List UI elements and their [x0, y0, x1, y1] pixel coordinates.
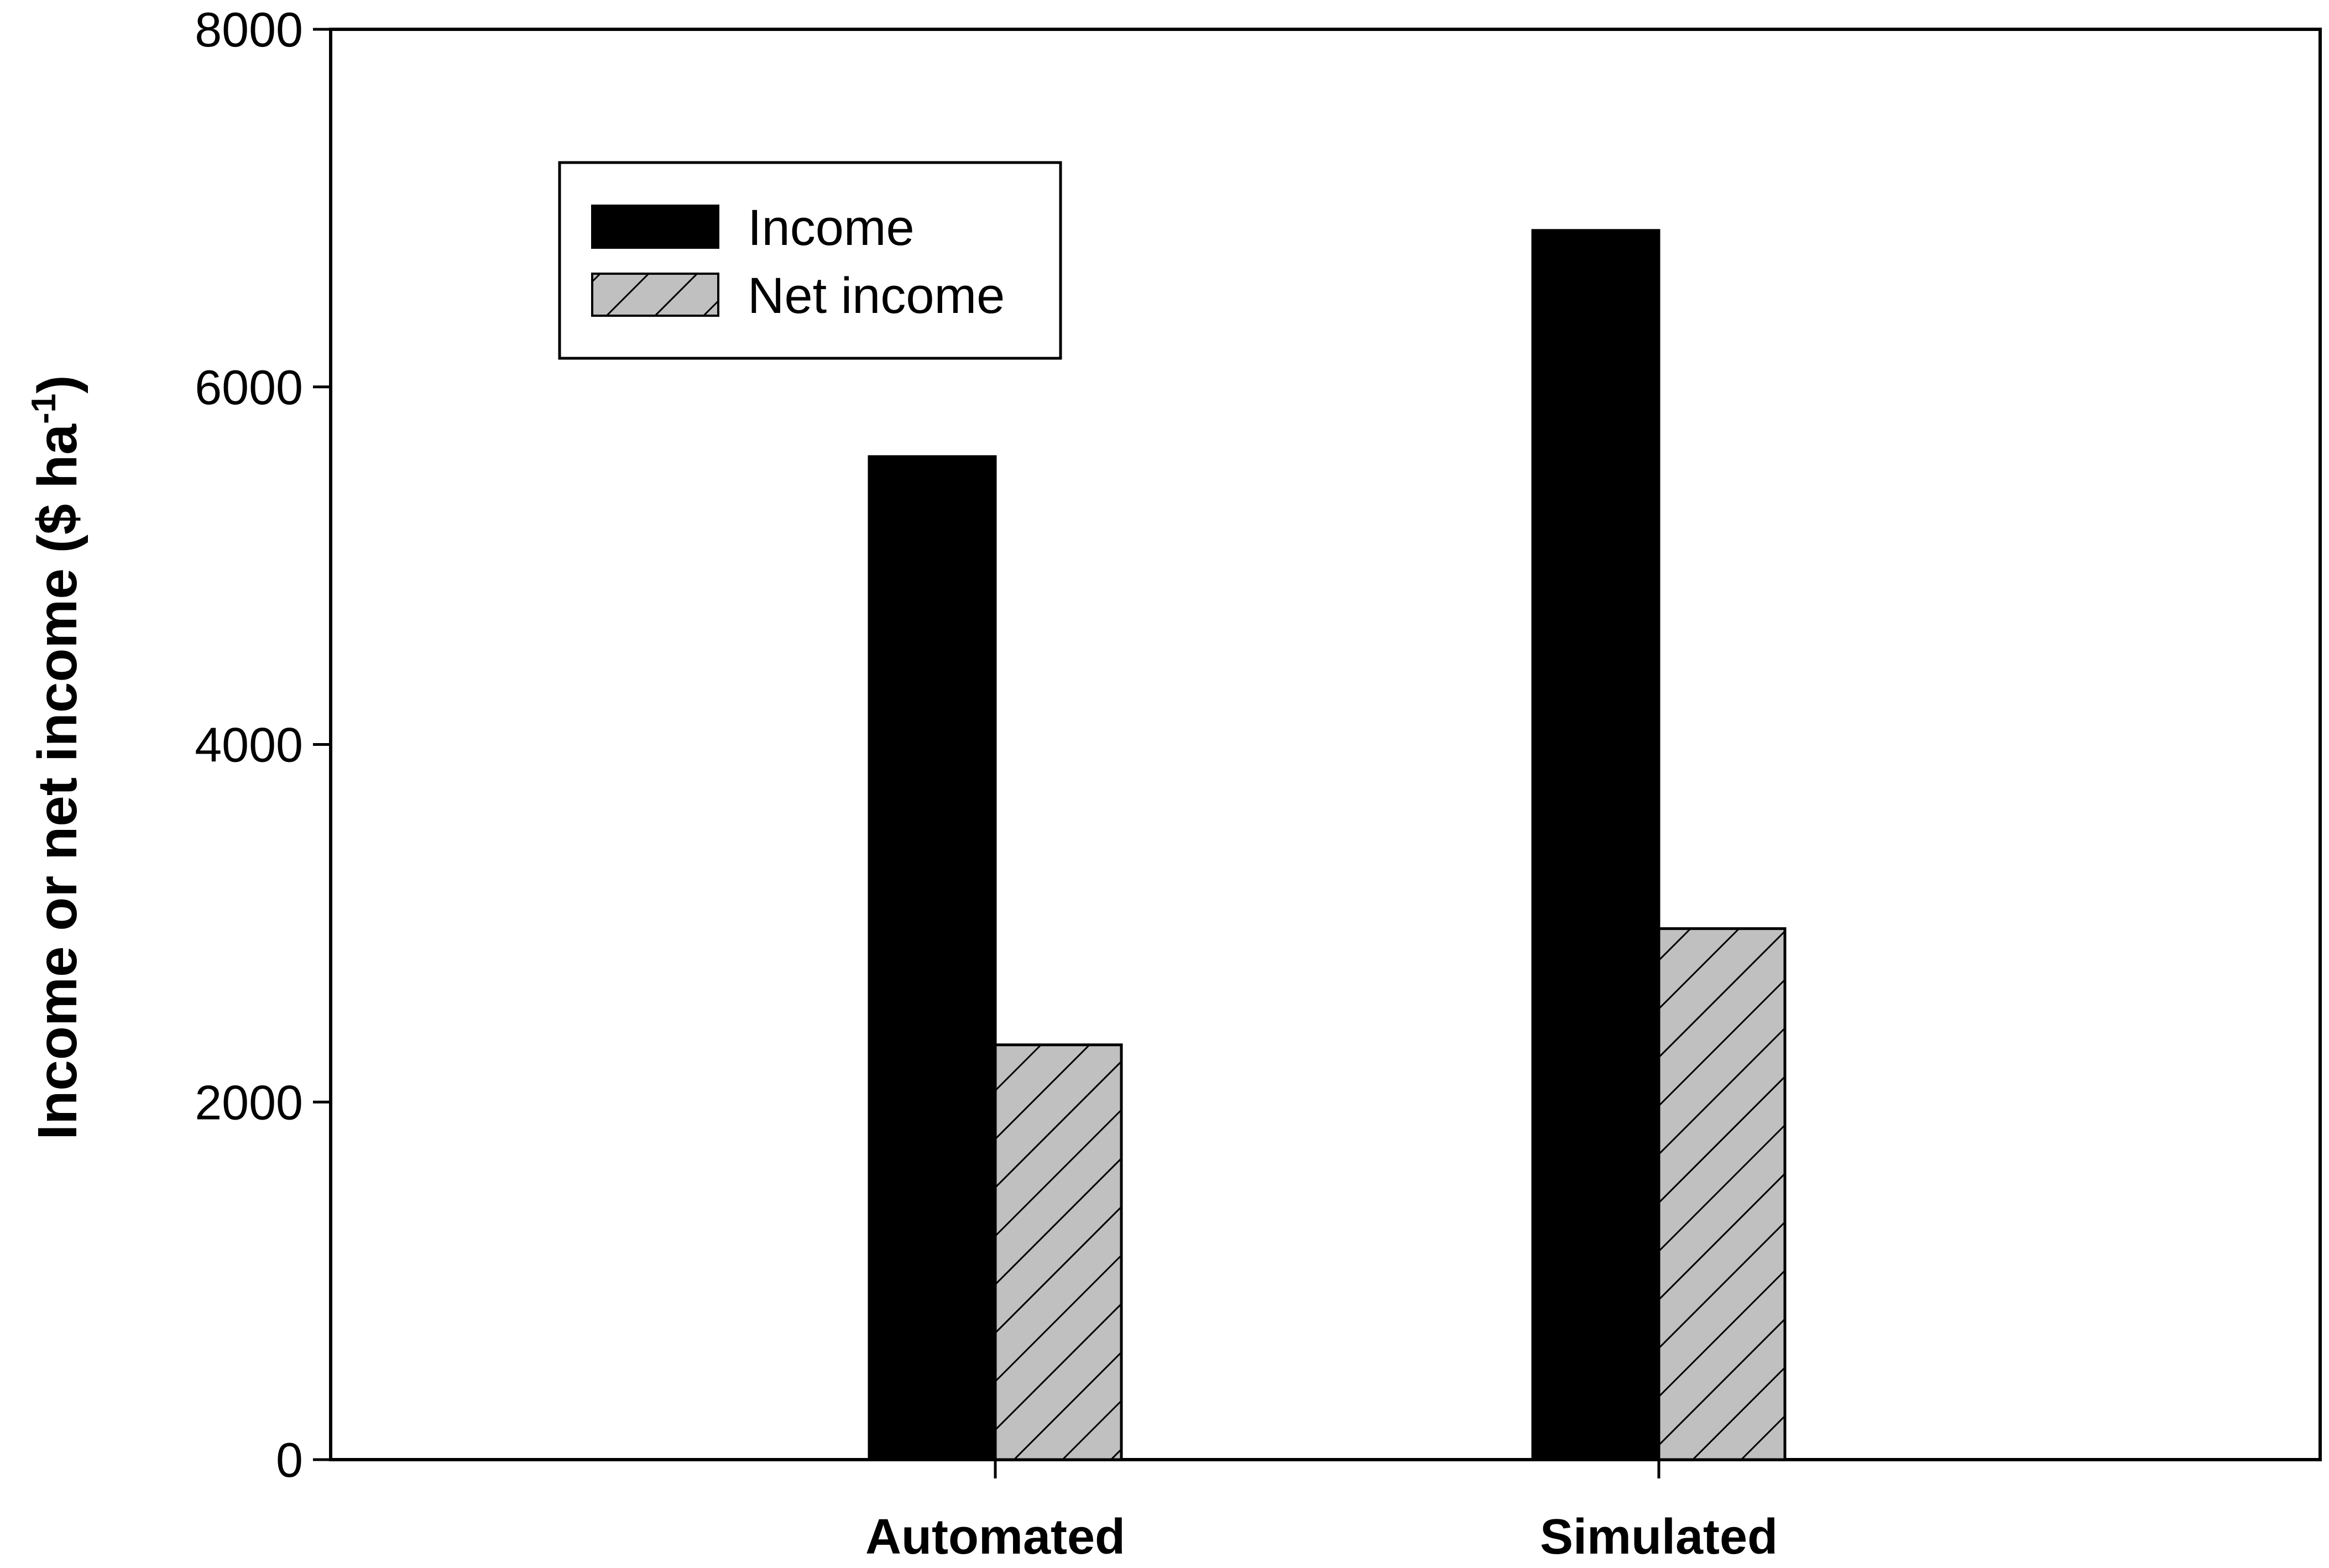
- bar-net-income-automated: [994, 1043, 1123, 1461]
- y-tick-label: 6000: [195, 360, 303, 415]
- y-tick-label: 0: [276, 1433, 303, 1487]
- bar-income-automated: [868, 455, 997, 1461]
- legend-label-net-income: Net income: [748, 268, 1005, 324]
- bar-net-income-simulated: [1657, 927, 1787, 1461]
- bars: [868, 229, 1787, 1461]
- bar-income-simulated: [1531, 229, 1660, 1461]
- y-tick-label: 2000: [195, 1075, 303, 1130]
- y-tick-label: 4000: [195, 718, 303, 772]
- x-tick-label: Simulated: [1540, 1509, 1778, 1565]
- y-axis-title: Income or net income ($ ha-1): [25, 375, 88, 1140]
- legend-box: [558, 161, 1062, 360]
- legend: Income Net income: [558, 161, 1062, 360]
- legend-swatch-net-income: [591, 273, 719, 317]
- y-axis: 0 2000 4000 6000 8000: [195, 2, 331, 1487]
- legend-label-income: Income: [748, 200, 915, 256]
- x-tick-label: Automated: [865, 1509, 1125, 1565]
- legend-swatch-income: [591, 205, 719, 249]
- y-tick-label: 8000: [195, 2, 303, 57]
- x-axis: Automated Simulated: [865, 1460, 1778, 1565]
